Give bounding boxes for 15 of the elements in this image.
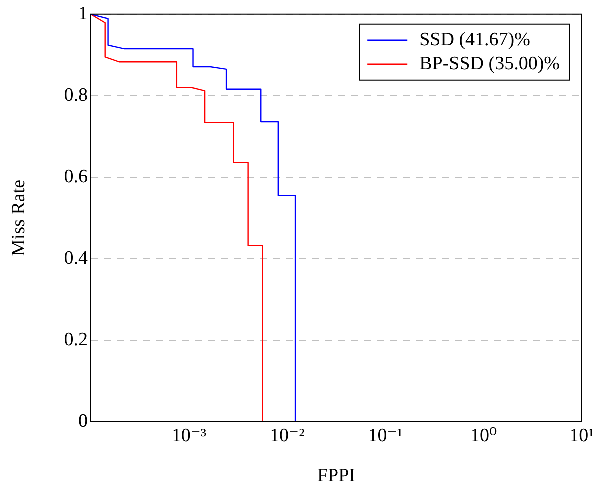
legend-label: SSD (41.67)%: [420, 29, 531, 50]
x-tick-label: 10⁻²: [270, 425, 306, 446]
y-tick-label: 0.6: [64, 166, 88, 188]
y-tick-label: 1: [78, 3, 88, 24]
x-tick-label: 10⁻³: [172, 425, 207, 446]
x-tick-label: 10¹: [570, 425, 595, 446]
y-tick-label: 0.4: [64, 248, 88, 269]
x-axis-title: FPPI: [317, 466, 356, 487]
y-tick-label: 0: [78, 410, 88, 432]
y-tick-label: 0.2: [64, 329, 88, 350]
y-axis-title: Miss Rate: [8, 180, 30, 256]
y-tick-label: 0.8: [64, 84, 88, 106]
legend-label: BP-SSD (35.00)%: [420, 53, 560, 74]
x-tick-label: 10⁻¹: [368, 425, 404, 446]
x-tick-label: 10⁰: [470, 425, 498, 446]
